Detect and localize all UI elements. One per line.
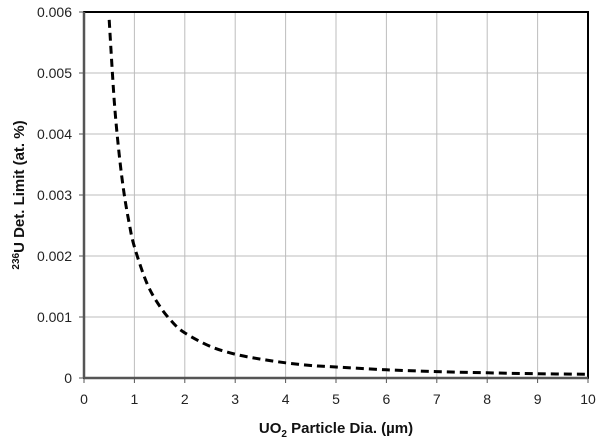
x-tick-label: 4 xyxy=(282,391,290,407)
y-tick-label: 0 xyxy=(64,370,72,386)
y-tick-label: 0.002 xyxy=(37,248,72,264)
y-tick-label: 0.006 xyxy=(37,4,72,20)
x-tick-label: 0 xyxy=(80,391,88,407)
x-tick-label: 3 xyxy=(231,391,239,407)
x-tick-label: 10 xyxy=(580,391,596,407)
grid-lines xyxy=(84,12,588,378)
detection-limit-curve xyxy=(107,19,589,376)
y-tick-label: 0.003 xyxy=(37,187,72,203)
x-tick-label: 2 xyxy=(181,391,189,407)
x-tick-label: 8 xyxy=(483,391,491,407)
x-tick-label: 7 xyxy=(433,391,441,407)
y-tick-label: 0.005 xyxy=(37,65,72,81)
y-axis-title: 236U Det. Limit (at. %) xyxy=(11,120,28,269)
y-tick-label: 0.001 xyxy=(37,309,72,325)
x-tick-label: 5 xyxy=(332,391,340,407)
y-axis-ticks: 0 0.001 0.002 0.003 0.004 0.005 0.006 xyxy=(37,4,84,386)
x-axis-ticks: 0 1 2 3 4 5 6 7 8 9 10 xyxy=(80,378,596,407)
x-tick-label: 9 xyxy=(534,391,542,407)
y-tick-label: 0.004 xyxy=(37,126,72,142)
x-tick-label: 6 xyxy=(383,391,391,407)
x-tick-label: 1 xyxy=(131,391,139,407)
x-axis-title: UO2 Particle Dia. (µm) xyxy=(259,420,413,440)
